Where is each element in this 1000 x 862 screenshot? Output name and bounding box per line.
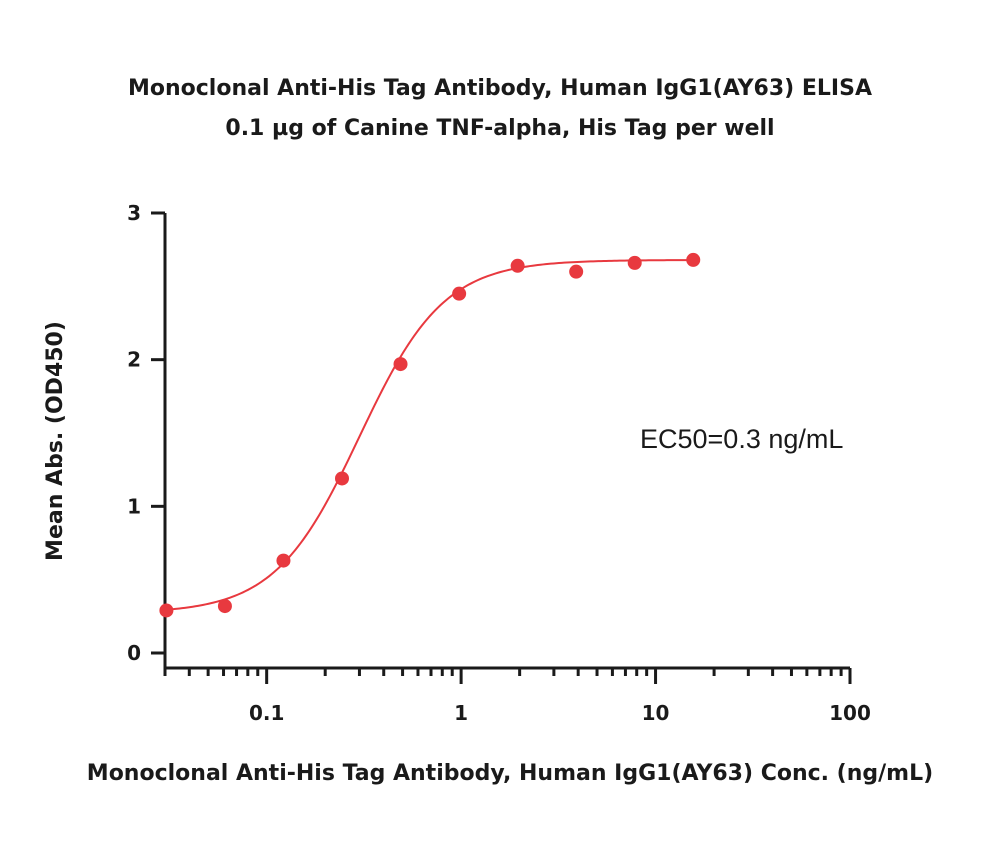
y-tick-label: 2 bbox=[127, 348, 141, 372]
tick-labels: 0 1 2 3 0.1 1 10 100 bbox=[127, 201, 871, 725]
y-tick-label: 3 bbox=[127, 201, 141, 225]
x-tick-label: 0.1 bbox=[249, 701, 284, 725]
data-point bbox=[686, 252, 701, 267]
fit-curve bbox=[166, 259, 694, 611]
y-tick-label: 0 bbox=[127, 641, 141, 665]
x-axis-title: Monoclonal Anti-His Tag Antibody, Human … bbox=[87, 761, 933, 786]
data-point bbox=[569, 264, 584, 279]
data-point bbox=[217, 599, 232, 614]
x-tick-label: 100 bbox=[829, 701, 871, 725]
y-axis-title: Mean Abs. (OD450) bbox=[43, 321, 68, 561]
data-point bbox=[334, 471, 349, 486]
data-point bbox=[452, 286, 467, 301]
chart-subtitle: 0.1 µg of Canine TNF-alpha, His Tag per … bbox=[225, 116, 775, 141]
ec50-annotation: EC50=0.3 ng/mL bbox=[640, 424, 843, 454]
data-points bbox=[159, 252, 701, 618]
axes bbox=[151, 211, 852, 684]
data-point bbox=[159, 603, 174, 618]
data-point bbox=[393, 357, 408, 372]
x-tick-label: 1 bbox=[454, 701, 468, 725]
data-point bbox=[276, 553, 291, 568]
chart-title: Monoclonal Anti-His Tag Antibody, Human … bbox=[127, 76, 872, 101]
x-tick-label: 10 bbox=[642, 701, 670, 725]
y-tick-label: 1 bbox=[127, 494, 141, 518]
data-point bbox=[627, 255, 642, 270]
data-point bbox=[510, 258, 525, 273]
